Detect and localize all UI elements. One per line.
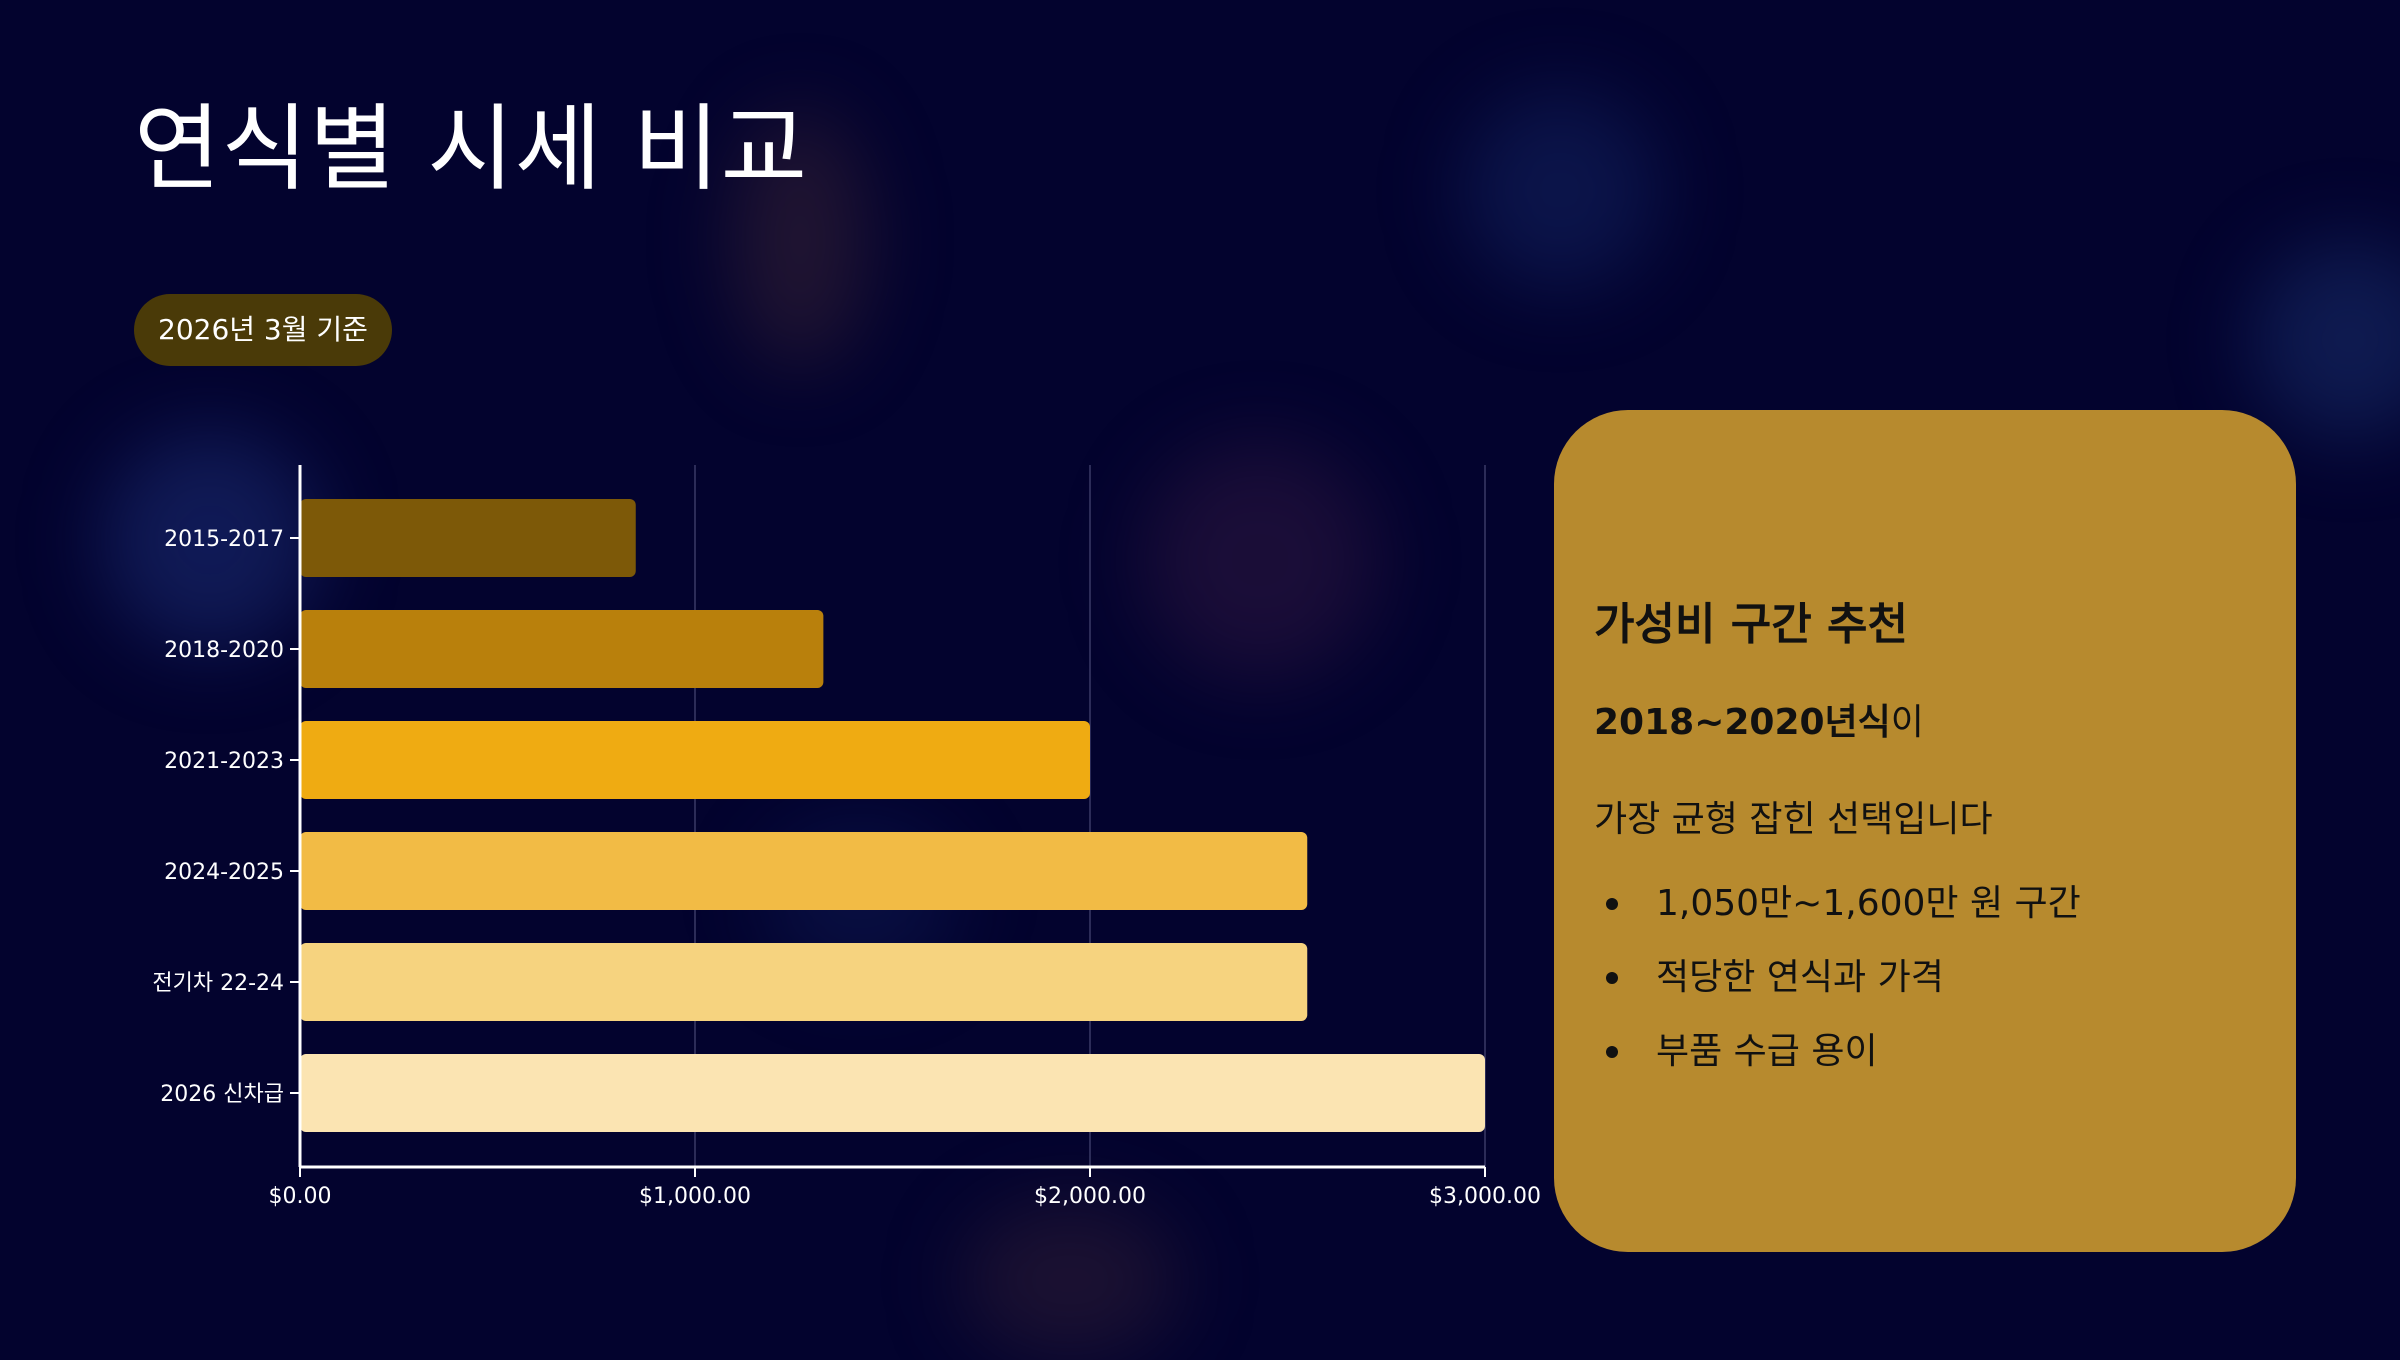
bar-chart: $0.00 $1,000.00 $2,000.00 $3,000.00 2015-201…	[152, 465, 1541, 1209]
background-glow	[1460, 90, 1660, 290]
bar	[300, 721, 1090, 799]
x-tick-label: $1,000.00	[639, 1184, 751, 1209]
y-tick-label: 2026 신차급	[160, 1082, 284, 1107]
y-tick-label: 2018-2020	[164, 638, 284, 663]
card-bullet-list: 1,050만~1,600만 원 구간 적당한 연식과 가격 부품 수급 용이	[1594, 880, 2081, 1102]
bar	[300, 943, 1308, 1021]
card-highlight-suffix: 이	[1890, 702, 1924, 743]
y-tick-label: 2015-2017	[164, 527, 284, 552]
card-highlight: 2018~2020년식	[1594, 702, 1891, 743]
x-tick-label: $2,000.00	[1034, 1184, 1146, 1209]
background-glow	[2250, 240, 2400, 440]
card-bullet: 1,050만~1,600만 원 구간	[1594, 880, 2081, 954]
y-tick-label: 2024-2025	[164, 860, 284, 885]
card-bullet: 적당한 연식과 가격	[1594, 954, 2081, 1028]
card-highlight-line: 2018~2020년식이	[1594, 693, 1924, 745]
recommendation-card: 가성비 구간 추천 2018~2020년식이 가장 균형 잡힌 선택입니다 1,…	[1554, 410, 2296, 1252]
card-description: 가장 균형 잡힌 선택입니다	[1594, 799, 1993, 840]
bar	[300, 499, 636, 577]
bar	[300, 1054, 1485, 1132]
y-tick-label: 전기차 22-24	[152, 971, 284, 996]
card-bullet: 부품 수급 용이	[1594, 1028, 2081, 1102]
page-title: 연식별 시세 비교	[134, 95, 809, 204]
x-tick-label: $0.00	[269, 1184, 332, 1209]
y-tick-label: 2021-2023	[164, 749, 284, 774]
date-badge: 2026년 3월 기준	[134, 294, 392, 366]
card-title: 가성비 구간 추천	[1594, 599, 1908, 650]
bar	[300, 610, 824, 688]
bar	[300, 832, 1308, 910]
x-tick-label: $3,000.00	[1429, 1184, 1541, 1209]
